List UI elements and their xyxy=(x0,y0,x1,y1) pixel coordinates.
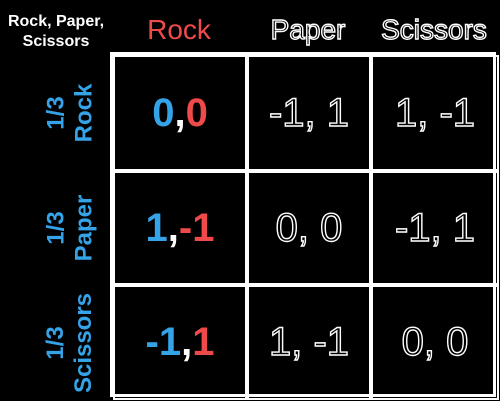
game-title: Rock, Paper, Scissors xyxy=(2,12,110,52)
row-probability: 1/3 xyxy=(41,211,69,245)
payoff-cell: -1, 1 xyxy=(247,55,371,171)
payoff-cell: -1, 1 xyxy=(371,171,499,285)
payoff-cell: 1, -1 xyxy=(247,285,371,400)
payoff-cell: 1, -1 xyxy=(371,55,499,171)
payoff-cell: 0, 0 xyxy=(371,285,499,400)
row-label: Rock xyxy=(70,83,97,143)
row-header-scissors: 1/3 Scissors xyxy=(30,285,110,400)
column-header-scissors: Scissors xyxy=(380,13,487,45)
row-player-payoff: 1 xyxy=(145,205,168,250)
column-player-payoff: 0 xyxy=(185,90,208,135)
game-title-line2: Scissors xyxy=(22,33,90,50)
row-player-payoff: 0 xyxy=(152,90,175,135)
row-header-paper: 1/3 Paper xyxy=(30,171,110,285)
column-header-paper: Paper xyxy=(270,13,346,45)
payoff-cell: 1, -1 xyxy=(113,171,247,285)
payoff-separator: , xyxy=(167,205,179,250)
row-header-rock: 1/3 Rock xyxy=(30,55,110,171)
row-label: Paper xyxy=(69,194,97,262)
row-probability: 1/3 xyxy=(42,325,70,360)
column-player-payoff: -1 xyxy=(178,205,215,250)
column-header-rock: Rock xyxy=(147,14,211,45)
payoff-matrix: 0, 0 -1, 1 1, -1 1, -1 0, 0 -1, 1 -1, 1 … xyxy=(110,52,499,400)
payoff-cell: 0, 0 xyxy=(247,171,371,285)
payoff-separator: , xyxy=(174,90,186,135)
row-probability: 1/3 xyxy=(42,96,69,130)
payoff-cell: -1, 1 xyxy=(113,285,247,400)
payoff-separator: , xyxy=(181,320,193,364)
game-title-line1: Rock, Paper, xyxy=(7,13,105,30)
row-label: Scissors xyxy=(70,292,98,393)
row-player-payoff: -1 xyxy=(145,320,182,364)
column-player-payoff: 1 xyxy=(192,320,215,364)
payoff-cell: 0, 0 xyxy=(113,55,247,171)
